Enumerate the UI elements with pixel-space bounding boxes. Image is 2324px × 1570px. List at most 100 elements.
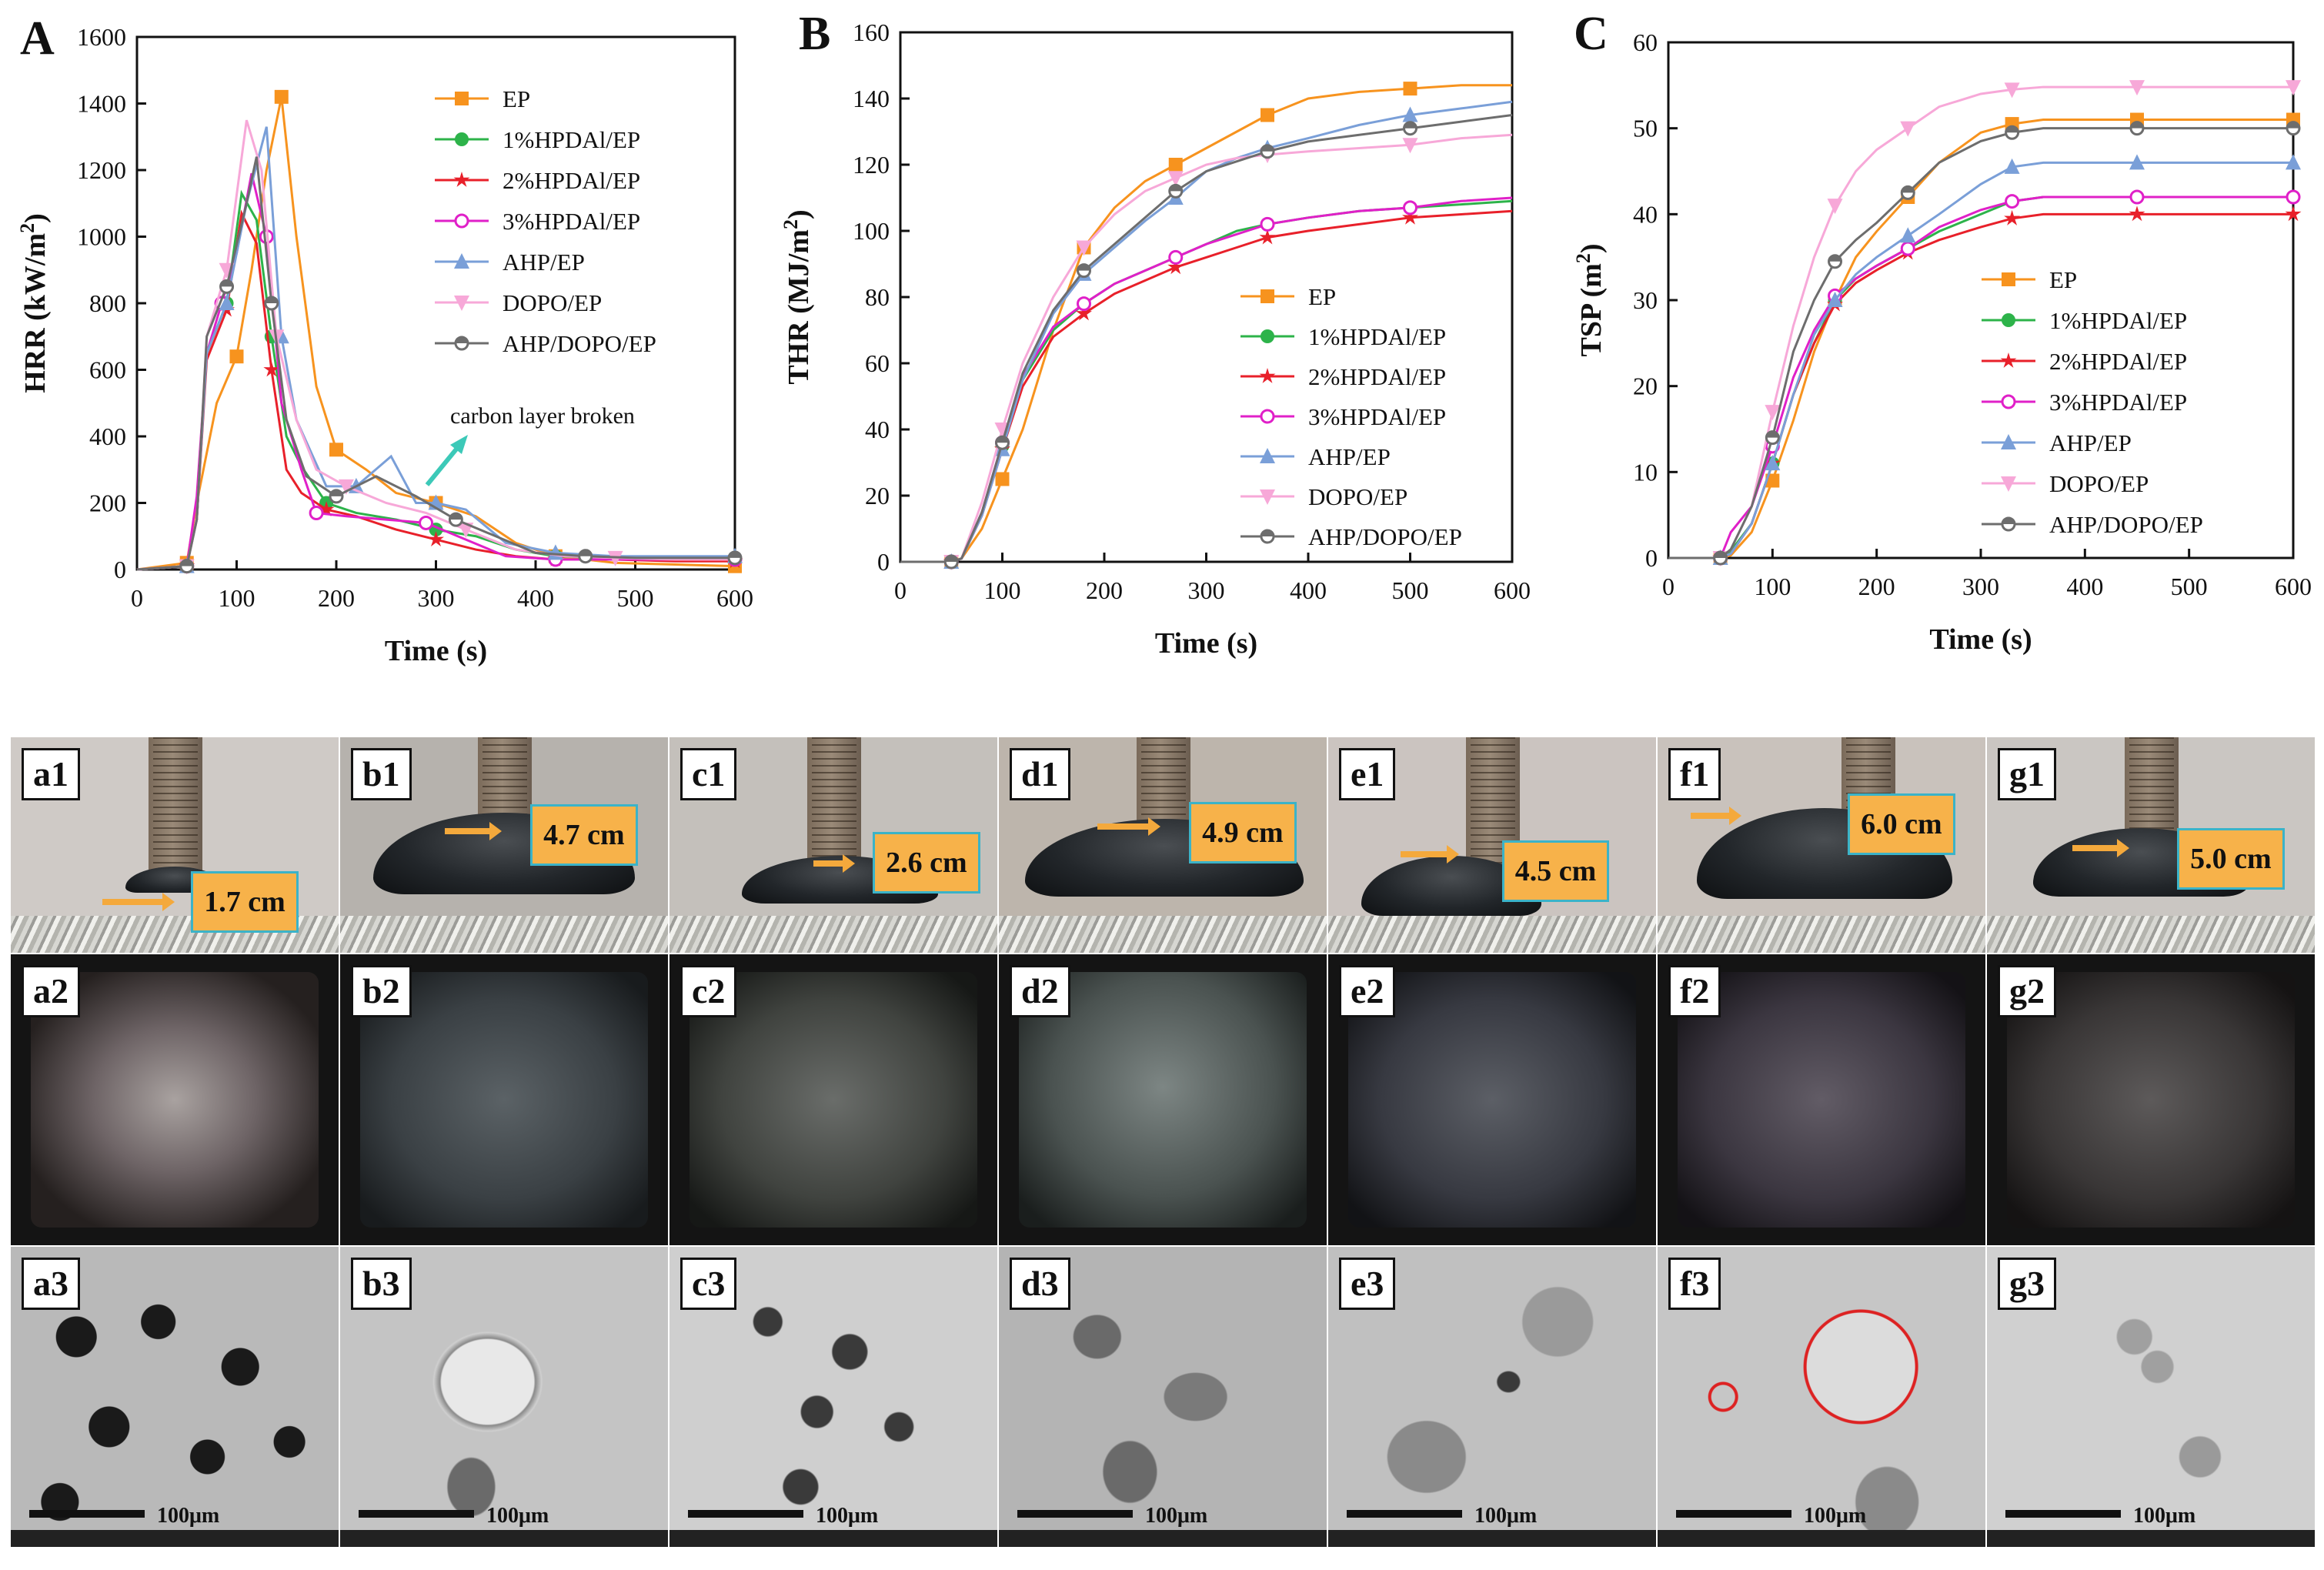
legend-marker: [455, 92, 469, 105]
data-point: [2286, 80, 2301, 96]
panel-label: a3: [22, 1258, 80, 1310]
sem-info-bar: [669, 1530, 997, 1547]
data-point: [1260, 216, 1275, 232]
scale-label: 100μm: [157, 1504, 220, 1528]
data-point: [309, 505, 324, 520]
series-line: [1668, 127, 2293, 560]
data-point-fill: [1828, 255, 1842, 262]
residue-side-photo: 6.0 cm f1: [1658, 737, 1985, 953]
legend-marker: [453, 172, 470, 187]
char-residue-top: [1658, 954, 1985, 1245]
y-tick-label: 0: [1645, 544, 1658, 572]
chart-c: C 0 100 200 300 400 500 600 0 10 20 30 40 50 60 Time (s…: [1572, 8, 2312, 656]
sem-image: 100μm f3: [1658, 1247, 1985, 1547]
legend-marker: [1260, 448, 1275, 463]
y-tick-label: 20: [865, 482, 890, 509]
aluminium-foil: [999, 916, 1327, 953]
legend-label: EP: [2049, 266, 2077, 293]
scale-label: 100μm: [1474, 1504, 1538, 1528]
data-point: [1403, 82, 1417, 96]
series-line: [136, 156, 735, 571]
data-point: [1167, 171, 1184, 187]
legend-label: DOPO/EP: [1308, 483, 1407, 510]
x-tick-label: 100: [1754, 573, 1791, 600]
residue-top-photo: f2: [1658, 954, 1985, 1245]
panel-label: g1: [1998, 748, 2056, 800]
legend-marker: [1261, 329, 1274, 343]
scale-label: 100μm: [1145, 1504, 1208, 1528]
y-tick-label: 1000: [77, 223, 126, 251]
height-value: 4.9 cm: [1189, 802, 1297, 864]
data-point: [2129, 154, 2145, 170]
data-point: [1167, 259, 1184, 275]
scale-label: 100μm: [486, 1504, 549, 1528]
height-arrow: [102, 893, 175, 911]
x-tick-label: 500: [617, 584, 654, 612]
legend-label: AHP/DOPO/EP: [1308, 523, 1462, 550]
legend-label: DOPO/EP: [503, 289, 602, 316]
series-a-1: [136, 189, 742, 573]
series-line: [1668, 161, 2293, 560]
data-point: [274, 89, 289, 104]
x-tick-label: 200: [318, 584, 355, 612]
panel-label: f2: [1668, 965, 1721, 1017]
height-arrow: [1400, 845, 1459, 864]
legend-label: 2%HPDAl/EP: [2049, 348, 2187, 375]
x-tick-label: 200: [1858, 573, 1895, 600]
data-point-fill: [579, 550, 592, 556]
y-axis-label: HRR (kW/m2): [16, 213, 52, 393]
x-tick-label: 0: [131, 584, 143, 612]
panel-label: a2: [22, 965, 80, 1017]
residue-side-photo: 5.0 cm g1: [1987, 737, 2315, 953]
data-point: [1403, 200, 1417, 215]
sem-info-bar: [1658, 1530, 1985, 1547]
data-point: [2004, 82, 2020, 99]
data-point-fill: [945, 556, 958, 562]
panel-label-c: C: [1574, 8, 1608, 60]
data-point: [1765, 473, 1780, 488]
height-value: 6.0 cm: [1848, 793, 1955, 855]
y-tick-label: 200: [89, 489, 126, 517]
data-point: [1765, 455, 1781, 471]
scale-bar: [1017, 1510, 1133, 1518]
y-tick-label: 40: [1633, 200, 1658, 228]
residue-top-photo: e2: [1328, 954, 1656, 1245]
annotation-arrow-head: [450, 435, 468, 454]
x-axis-label: Time (s): [385, 635, 487, 667]
panel-label-a: A: [20, 12, 55, 65]
legend-marker: [455, 132, 469, 146]
y-tick-label: 0: [877, 548, 890, 576]
series-line: [136, 126, 735, 571]
data-point: [1402, 138, 1418, 154]
legend-label: AHP/DOPO/EP: [503, 330, 656, 357]
scale-bar: [1347, 1510, 1462, 1518]
panel-label: f1: [1668, 748, 1721, 800]
data-point: [1077, 296, 1091, 312]
data-point-fill: [1261, 145, 1274, 152]
data-point-fill: [1169, 185, 1182, 192]
height-value: 5.0 cm: [2177, 827, 2285, 890]
series-line: [900, 84, 1512, 563]
residue-side-photo: 4.9 cm d1: [999, 737, 1327, 953]
series-line: [136, 172, 735, 571]
y-axis-label: THR (MJ/m2): [780, 209, 816, 384]
chart-a: A 0 100 200 300 400 500 600 0 200 400 600 800 1000 120…: [16, 12, 754, 667]
data-point: [2129, 205, 2145, 222]
sem-micrograph: [11, 1247, 339, 1547]
data-point: [1168, 249, 1184, 265]
panel-label-b: B: [799, 8, 830, 60]
data-point-fill: [449, 513, 462, 520]
x-tick-label: 600: [2275, 573, 2312, 600]
panel-label: g2: [1998, 965, 2056, 1017]
x-tick-label: 600: [1494, 576, 1531, 604]
x-tick-label: 0: [1662, 573, 1675, 600]
scale-bar: [359, 1510, 474, 1518]
legend-marker: [2001, 394, 2016, 409]
panel-label: g3: [1998, 1258, 2056, 1310]
data-point-fill: [2287, 122, 2299, 129]
panel-label: a1: [22, 748, 80, 800]
y-tick-label: 160: [853, 18, 890, 46]
panel-label: c3: [680, 1258, 737, 1310]
x-tick-label: 500: [2171, 573, 2208, 600]
aluminium-foil: [669, 916, 997, 953]
